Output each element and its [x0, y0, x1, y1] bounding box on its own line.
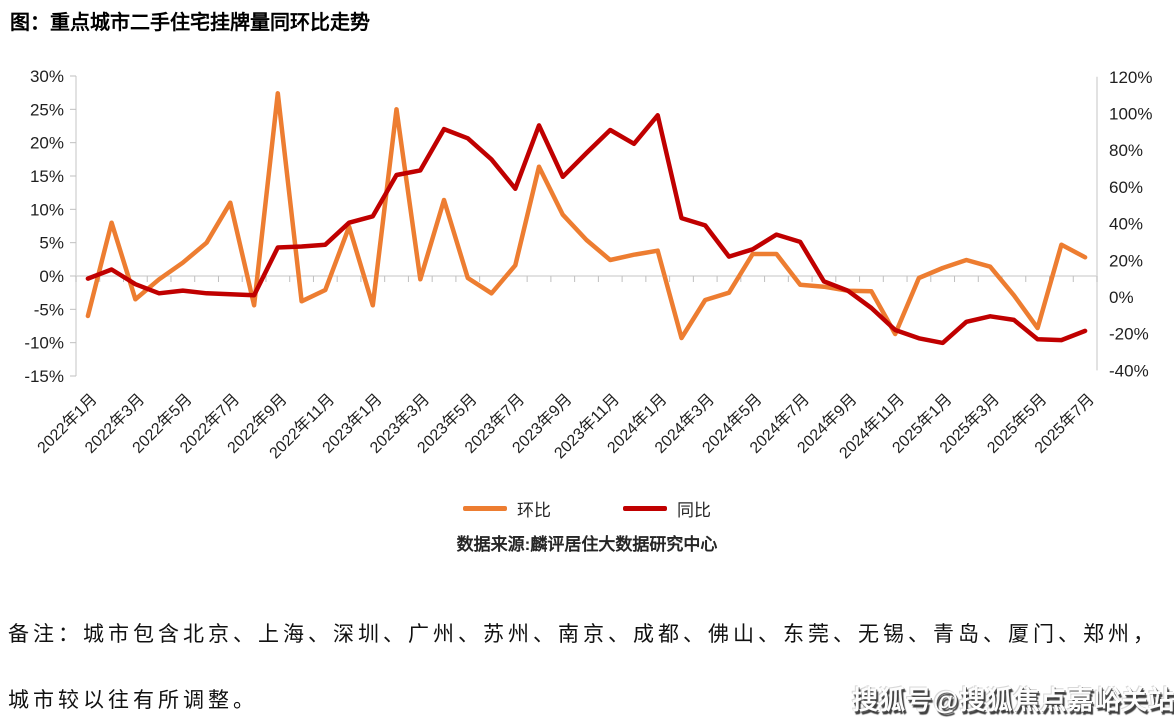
legend-label-huanbi: 环比	[517, 501, 551, 520]
note-line-2: 城市较以往有所调整。	[8, 688, 258, 712]
legend-item-huanbi: 环比	[463, 496, 551, 521]
y-axis-left-label: 15%	[30, 167, 64, 186]
y-axis-left-label: -5%	[34, 300, 64, 319]
legend-label-tongbi: 同比	[677, 501, 711, 520]
y-axis-left-label: -15%	[24, 367, 64, 386]
legend-item-tongbi: 同比	[623, 496, 711, 521]
y-axis-left-label: 0%	[39, 267, 64, 286]
line-chart: 30% 25% 20% 15% 10% 5% 0% -5% -10% -15% 120% 100% 80…	[24, 67, 1152, 462]
y-axis-right-label: 20%	[1109, 251, 1143, 270]
y-axis-right-label: -40%	[1109, 361, 1149, 380]
legend-swatch-huanbi	[463, 506, 507, 511]
y-axis-right-label: 80%	[1109, 141, 1143, 160]
y-axis-right-label: 0%	[1109, 288, 1134, 307]
y-axis-left-label: 5%	[39, 234, 64, 253]
note-line-1: 备注：城市包含北京、上海、深圳、广州、苏州、南京、成都、佛山、东莞、无锡、青岛、…	[8, 622, 1158, 646]
series-huanbi-line	[85, 91, 1088, 341]
legend: 环比 同比	[0, 496, 1174, 521]
y-axis-right-label: 100%	[1109, 105, 1152, 124]
source-caption: 数据来源:麟评居住大数据研究中心	[456, 535, 718, 554]
y-axis-left-label: 30%	[30, 67, 64, 86]
y-axis-right-label: -20%	[1109, 325, 1149, 344]
y-axis-left-label: 20%	[30, 134, 64, 153]
y-axis-right-label: 60%	[1109, 178, 1143, 197]
series-tongbi-line	[85, 113, 1088, 346]
y-axis-left-label: 25%	[30, 100, 64, 119]
legend-swatch-tongbi	[623, 506, 667, 511]
y-axis-left-label: -10%	[24, 334, 64, 353]
page-title: 图：重点城市二手住宅挂牌量同环比走势	[10, 12, 370, 34]
y-axis-right-label: 40%	[1109, 215, 1143, 234]
watermark: 搜狐号@搜狐焦点嘉峪关站	[852, 685, 1174, 715]
y-axis-left-label: 10%	[30, 200, 64, 219]
y-axis-right-label: 120%	[1109, 68, 1152, 87]
